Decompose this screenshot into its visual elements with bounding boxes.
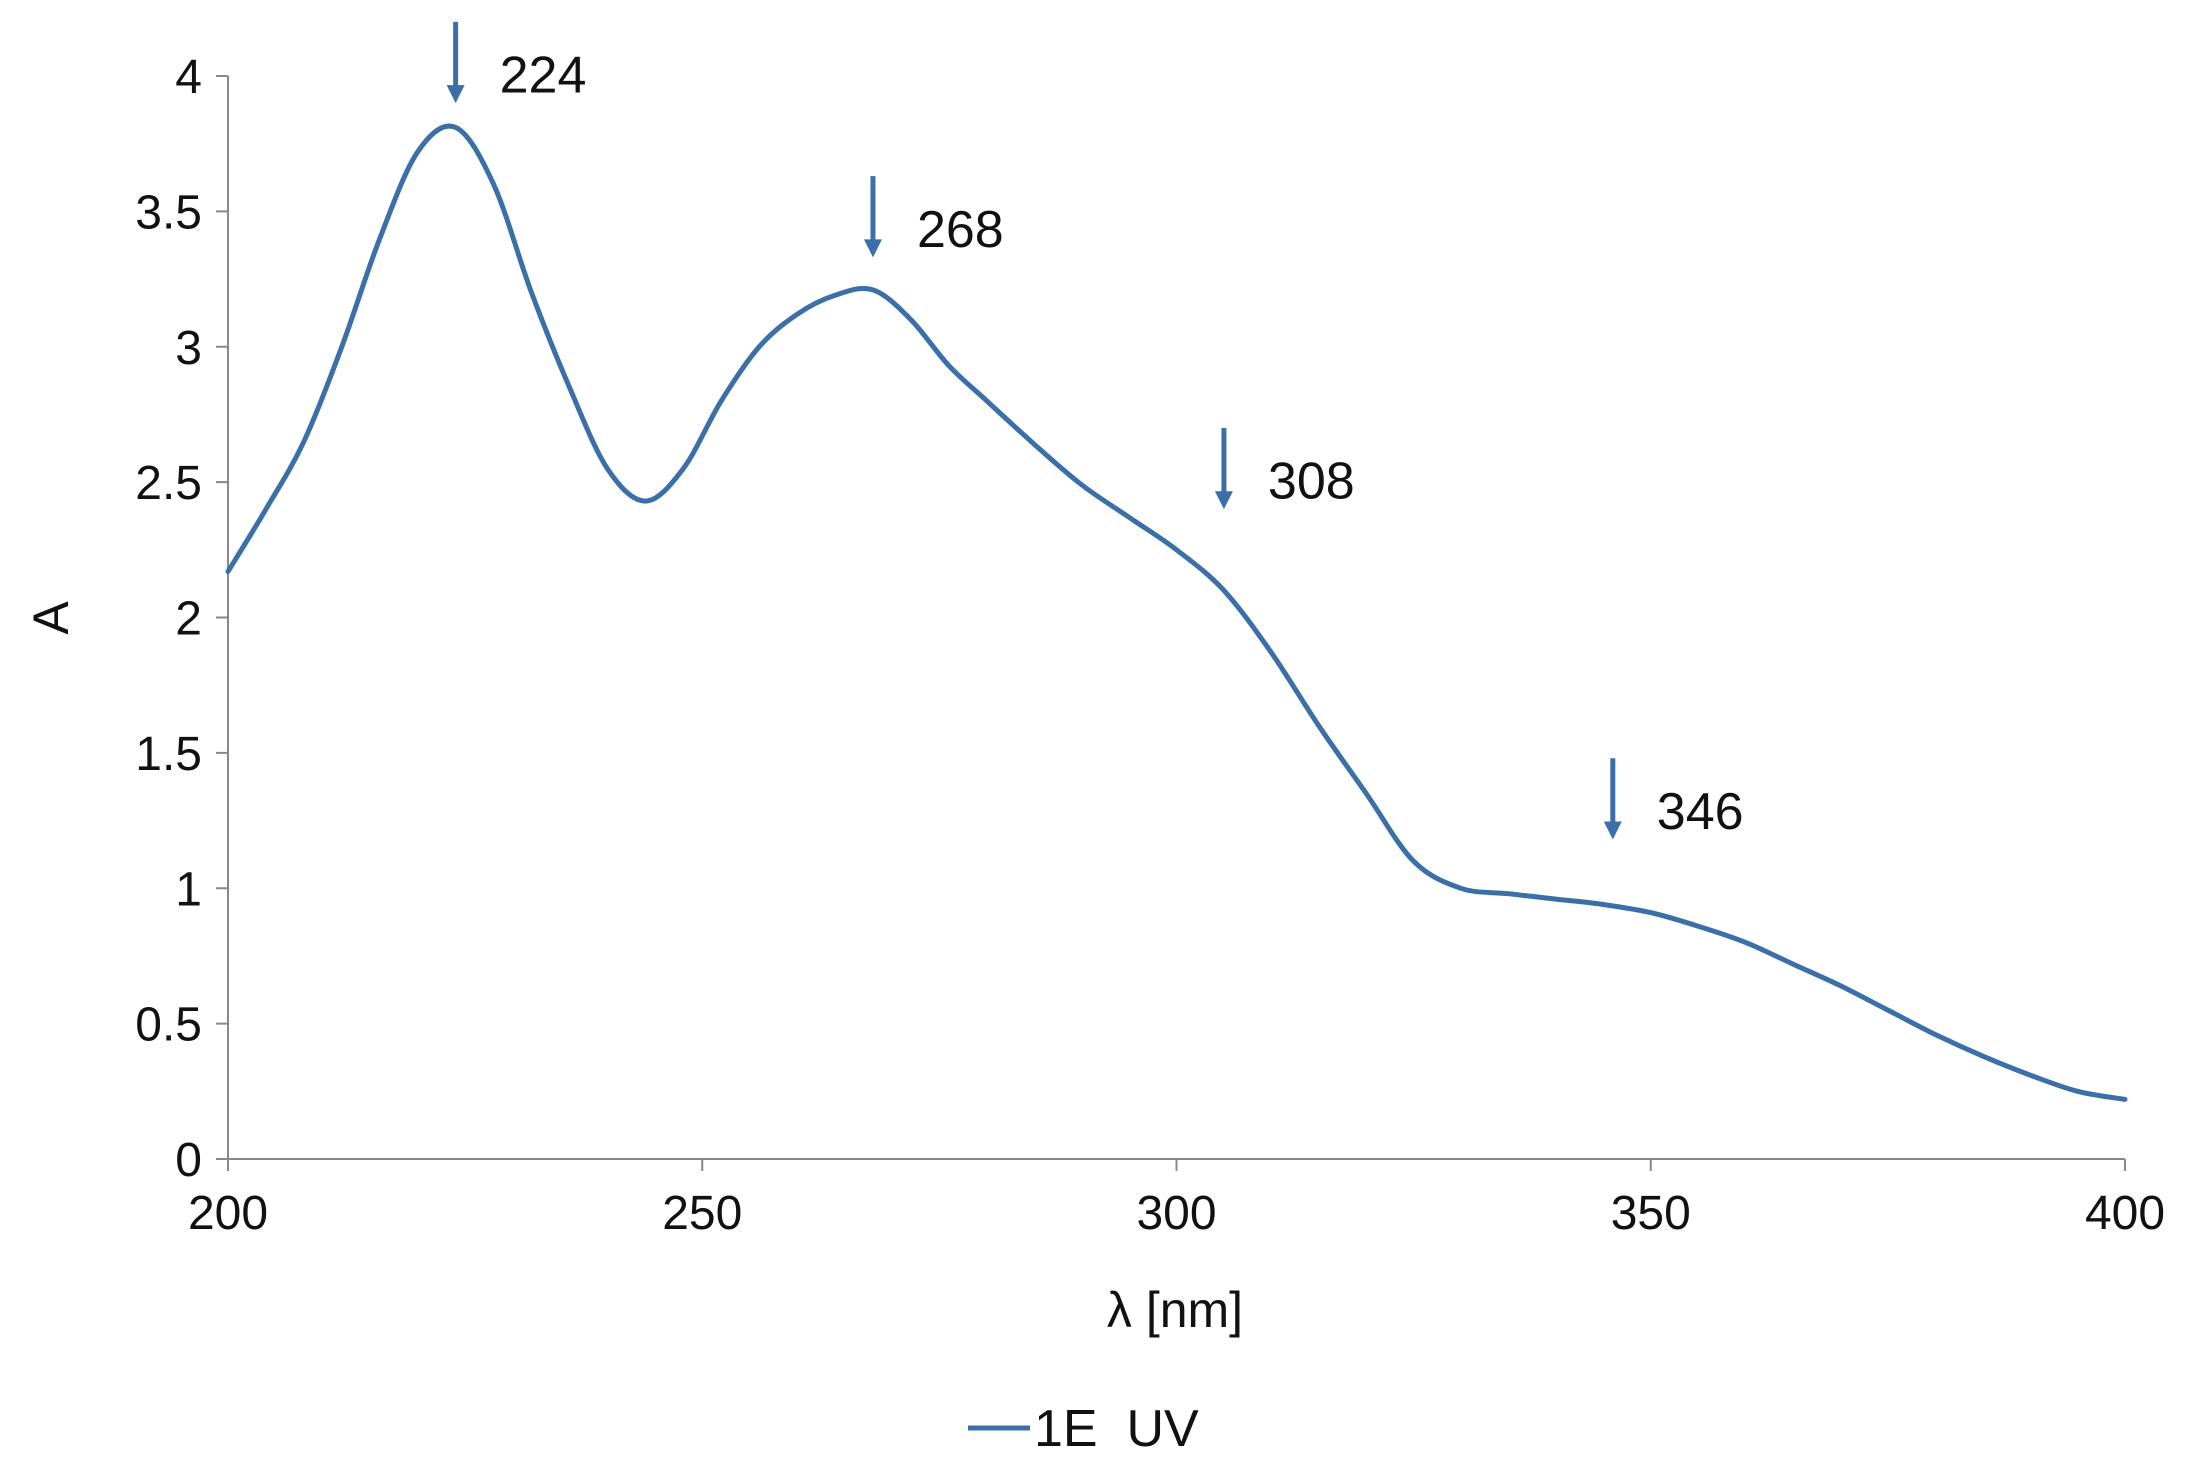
x-tick-label: 200	[188, 1187, 268, 1240]
x-tick-label: 300	[1136, 1187, 1216, 1240]
y-tick-label: 2	[175, 593, 202, 646]
series-group	[225, 123, 2128, 1102]
x-tick-label: 250	[662, 1187, 742, 1240]
annotation-label: 308	[1268, 453, 1355, 511]
y-tick-label: 1.5	[135, 728, 202, 781]
annotation-arrow-head	[1214, 491, 1233, 510]
legend-label: 1E UV	[1034, 1400, 1199, 1458]
series-line-uv	[225, 123, 2128, 1102]
x-tick-label: 350	[1611, 1187, 1691, 1240]
annotation-arrow-head	[446, 85, 465, 104]
annotation-arrow-head	[1603, 821, 1622, 840]
y-tick-label: 0.5	[135, 999, 202, 1052]
x-tick-label: 400	[2085, 1187, 2165, 1240]
x-axis-title: λ [nm]	[1107, 1282, 1243, 1338]
annotation-label: 224	[500, 46, 587, 104]
y-tick-label: 2.5	[135, 457, 202, 510]
y-tick-label: 3.5	[135, 186, 202, 239]
y-axis-title: A	[23, 601, 79, 635]
annotation-label: 346	[1657, 783, 1744, 841]
y-tick-label: 1	[175, 863, 202, 916]
y-tick-label: 3	[175, 322, 202, 375]
x-axis-ticks: 200 250 300 350 400	[188, 1159, 2165, 1240]
peak-annotations: 224 268 308 346	[446, 21, 1744, 841]
y-tick-label: 4	[175, 51, 202, 104]
annotation-arrow-head	[863, 239, 882, 258]
annotation-label: 268	[917, 201, 1004, 259]
y-axis-ticks: 0 0.5 1 1.5 2 2.5 3 3.5 4	[135, 51, 228, 1187]
y-tick-label: 0	[175, 1134, 202, 1187]
legend: 1E UV	[968, 1400, 1199, 1458]
